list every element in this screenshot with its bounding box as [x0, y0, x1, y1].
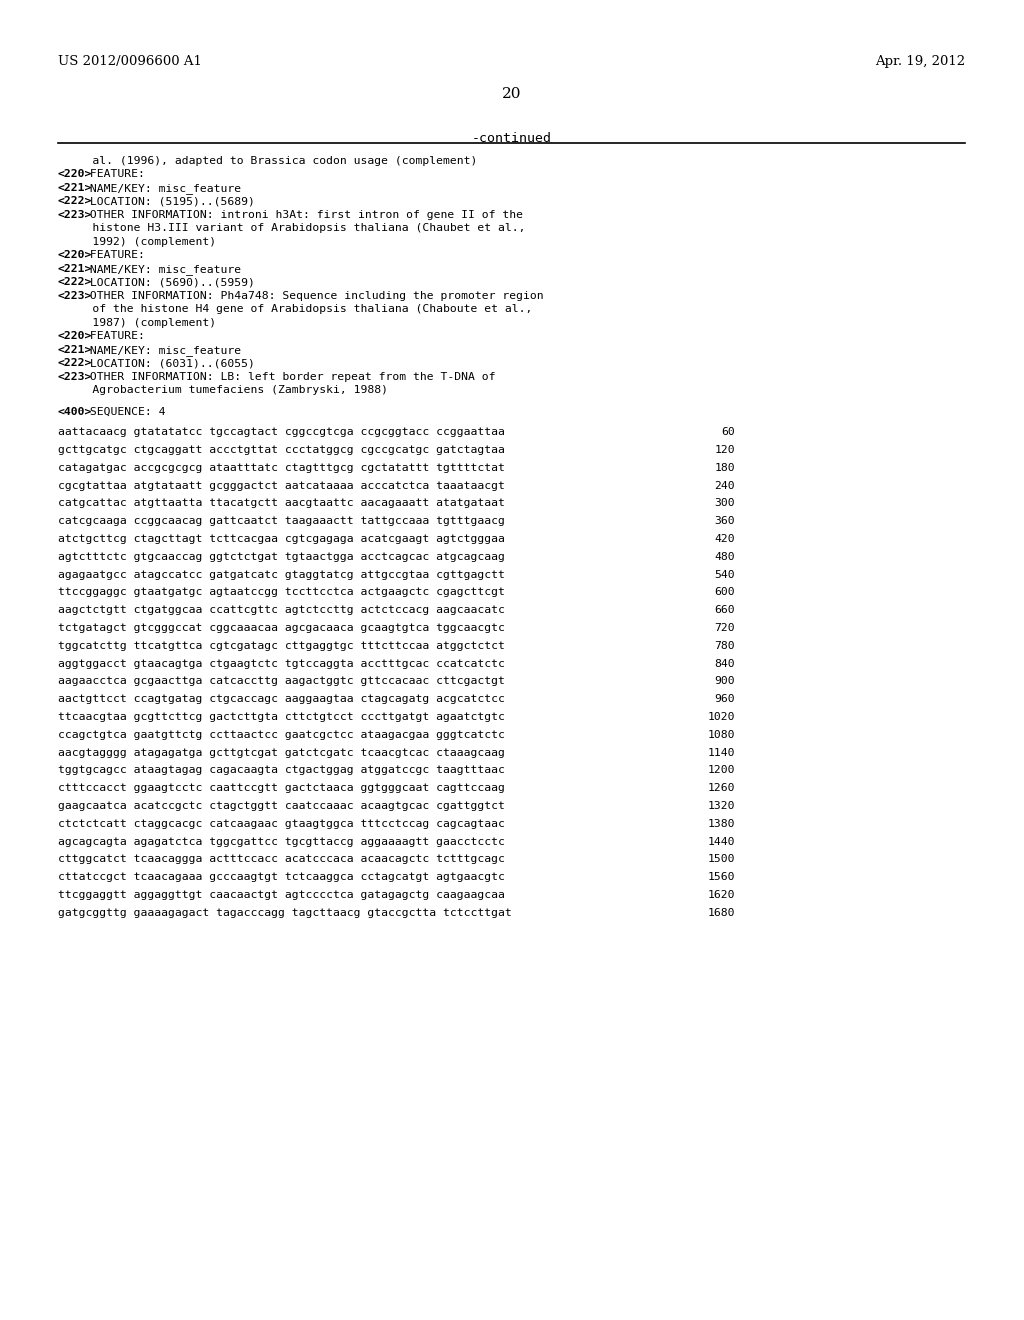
Text: al. (1996), adapted to Brassica codon usage (complement): al. (1996), adapted to Brassica codon us… [58, 156, 477, 166]
Text: Agrobacterium tumefaciens (Zambryski, 1988): Agrobacterium tumefaciens (Zambryski, 19… [58, 385, 388, 395]
Text: agtctttctc gtgcaaccag ggtctctgat tgtaactgga acctcagcac atgcagcaag: agtctttctc gtgcaaccag ggtctctgat tgtaact… [58, 552, 505, 562]
Text: FEATURE:: FEATURE: [83, 169, 144, 180]
Text: 660: 660 [715, 605, 735, 615]
Text: aagaacctca gcgaacttga catcaccttg aagactggtc gttccacaac cttcgactgt: aagaacctca gcgaacttga catcaccttg aagactg… [58, 676, 505, 686]
Text: Apr. 19, 2012: Apr. 19, 2012 [874, 55, 965, 69]
Text: 1620: 1620 [708, 890, 735, 900]
Text: 300: 300 [715, 499, 735, 508]
Text: <220>: <220> [58, 251, 92, 260]
Text: 1992) (complement): 1992) (complement) [58, 236, 216, 247]
Text: catgcattac atgttaatta ttacatgctt aacgtaattc aacagaaatt atatgataat: catgcattac atgttaatta ttacatgctt aacgtaa… [58, 499, 505, 508]
Text: <223>: <223> [58, 290, 92, 301]
Text: 120: 120 [715, 445, 735, 455]
Text: <221>: <221> [58, 182, 92, 193]
Text: aactgttcct ccagtgatag ctgcaccagc aaggaagtaa ctagcagatg acgcatctcc: aactgttcct ccagtgatag ctgcaccagc aaggaag… [58, 694, 505, 704]
Text: ccagctgtca gaatgttctg ccttaactcc gaatcgctcc ataagacgaa gggtcatctc: ccagctgtca gaatgttctg ccttaactcc gaatcgc… [58, 730, 505, 739]
Text: tctgatagct gtcgggccat cggcaaacaa agcgacaaca gcaagtgtca tggcaacgtc: tctgatagct gtcgggccat cggcaaacaa agcgaca… [58, 623, 505, 632]
Text: NAME/KEY: misc_feature: NAME/KEY: misc_feature [83, 345, 241, 355]
Text: <222>: <222> [58, 358, 92, 368]
Text: 420: 420 [715, 533, 735, 544]
Text: catcgcaaga ccggcaacag gattcaatct taagaaactt tattgccaaa tgtttgaacg: catcgcaaga ccggcaacag gattcaatct taagaaa… [58, 516, 505, 527]
Text: 780: 780 [715, 640, 735, 651]
Text: <400>: <400> [58, 407, 92, 417]
Text: 960: 960 [715, 694, 735, 704]
Text: 1020: 1020 [708, 711, 735, 722]
Text: histone H3.III variant of Arabidopsis thaliana (Chaubet et al.,: histone H3.III variant of Arabidopsis th… [58, 223, 525, 234]
Text: 540: 540 [715, 569, 735, 579]
Text: <222>: <222> [58, 277, 92, 288]
Text: 720: 720 [715, 623, 735, 632]
Text: agcagcagta agagatctca tggcgattcc tgcgttaccg aggaaaagtt gaacctcctc: agcagcagta agagatctca tggcgattcc tgcgtta… [58, 837, 505, 846]
Text: 840: 840 [715, 659, 735, 668]
Text: aattacaacg gtatatatcc tgccagtact cggccgtcga ccgcggtacc ccggaattaa: aattacaacg gtatatatcc tgccagtact cggccgt… [58, 428, 505, 437]
Text: 1260: 1260 [708, 783, 735, 793]
Text: 480: 480 [715, 552, 735, 562]
Text: <222>: <222> [58, 197, 92, 206]
Text: 20: 20 [502, 87, 522, 102]
Text: <221>: <221> [58, 345, 92, 355]
Text: 1440: 1440 [708, 837, 735, 846]
Text: 1380: 1380 [708, 818, 735, 829]
Text: aagctctgtt ctgatggcaa ccattcgttc agtctccttg actctccacg aagcaacatc: aagctctgtt ctgatggcaa ccattcgttc agtctcc… [58, 605, 505, 615]
Text: 600: 600 [715, 587, 735, 598]
Text: 1140: 1140 [708, 747, 735, 758]
Text: LOCATION: (5195)..(5689): LOCATION: (5195)..(5689) [83, 197, 255, 206]
Text: cttggcatct tcaacaggga actttccacc acatcccaca acaacagctc tctttgcagc: cttggcatct tcaacaggga actttccacc acatccc… [58, 854, 505, 865]
Text: <223>: <223> [58, 372, 92, 381]
Text: <220>: <220> [58, 169, 92, 180]
Text: gaagcaatca acatccgctc ctagctggtt caatccaaac acaagtgcac cgattggtct: gaagcaatca acatccgctc ctagctggtt caatcca… [58, 801, 505, 810]
Text: 1200: 1200 [708, 766, 735, 775]
Text: atctgcttcg ctagcttagt tcttcacgaa cgtcgagaga acatcgaagt agtctgggaa: atctgcttcg ctagcttagt tcttcacgaa cgtcgag… [58, 533, 505, 544]
Text: NAME/KEY: misc_feature: NAME/KEY: misc_feature [83, 264, 241, 275]
Text: agagaatgcc atagccatcc gatgatcatc gtaggtatcg attgccgtaa cgttgagctt: agagaatgcc atagccatcc gatgatcatc gtaggta… [58, 569, 505, 579]
Text: 1987) (complement): 1987) (complement) [58, 318, 216, 327]
Text: ttccggaggc gtaatgatgc agtaatccgg tccttcctca actgaagctc cgagcttcgt: ttccggaggc gtaatgatgc agtaatccgg tccttcc… [58, 587, 505, 598]
Text: LOCATION: (6031)..(6055): LOCATION: (6031)..(6055) [83, 358, 255, 368]
Text: OTHER INFORMATION: Ph4a748: Sequence including the promoter region: OTHER INFORMATION: Ph4a748: Sequence inc… [83, 290, 544, 301]
Text: 360: 360 [715, 516, 735, 527]
Text: <223>: <223> [58, 210, 92, 219]
Text: SEQUENCE: 4: SEQUENCE: 4 [83, 407, 165, 417]
Text: tggtgcagcc ataagtagag cagacaagta ctgactggag atggatccgc taagtttaac: tggtgcagcc ataagtagag cagacaagta ctgactg… [58, 766, 505, 775]
Text: ctctctcatt ctaggcacgc catcaagaac gtaagtggca tttcctccag cagcagtaac: ctctctcatt ctaggcacgc catcaagaac gtaagtg… [58, 818, 505, 829]
Text: <221>: <221> [58, 264, 92, 273]
Text: 1680: 1680 [708, 908, 735, 917]
Text: gatgcggttg gaaaagagact tagacccagg tagcttaacg gtaccgctta tctccttgat: gatgcggttg gaaaagagact tagacccagg tagctt… [58, 908, 512, 917]
Text: 240: 240 [715, 480, 735, 491]
Text: cgcgtattaa atgtataatt gcgggactct aatcataaaa acccatctca taaataacgt: cgcgtattaa atgtataatt gcgggactct aatcata… [58, 480, 505, 491]
Text: 1560: 1560 [708, 873, 735, 882]
Text: gcttgcatgc ctgcaggatt accctgttat ccctatggcg cgccgcatgc gatctagtaa: gcttgcatgc ctgcaggatt accctgttat ccctatg… [58, 445, 505, 455]
Text: 1080: 1080 [708, 730, 735, 739]
Text: of the histone H4 gene of Arabidopsis thaliana (Chaboute et al.,: of the histone H4 gene of Arabidopsis th… [58, 305, 532, 314]
Text: LOCATION: (5690)..(5959): LOCATION: (5690)..(5959) [83, 277, 255, 288]
Text: aggtggacct gtaacagtga ctgaagtctc tgtccaggta acctttgcac ccatcatctc: aggtggacct gtaacagtga ctgaagtctc tgtccag… [58, 659, 505, 668]
Text: 900: 900 [715, 676, 735, 686]
Text: OTHER INFORMATION: LB: left border repeat from the T-DNA of: OTHER INFORMATION: LB: left border repea… [83, 372, 496, 381]
Text: US 2012/0096600 A1: US 2012/0096600 A1 [58, 55, 202, 69]
Text: 1500: 1500 [708, 854, 735, 865]
Text: OTHER INFORMATION: introni h3At: first intron of gene II of the: OTHER INFORMATION: introni h3At: first i… [83, 210, 522, 219]
Text: FEATURE:: FEATURE: [83, 251, 144, 260]
Text: aacgtagggg atagagatga gcttgtcgat gatctcgatc tcaacgtcac ctaaagcaag: aacgtagggg atagagatga gcttgtcgat gatctcg… [58, 747, 505, 758]
Text: ttcggaggtt aggaggttgt caacaactgt agtcccctca gatagagctg caagaagcaa: ttcggaggtt aggaggttgt caacaactgt agtcccc… [58, 890, 505, 900]
Text: NAME/KEY: misc_feature: NAME/KEY: misc_feature [83, 182, 241, 194]
Text: ttcaacgtaa gcgttcttcg gactcttgta cttctgtcct cccttgatgt agaatctgtc: ttcaacgtaa gcgttcttcg gactcttgta cttctgt… [58, 711, 505, 722]
Text: cttatccgct tcaacagaaa gcccaagtgt tctcaaggca cctagcatgt agtgaacgtc: cttatccgct tcaacagaaa gcccaagtgt tctcaag… [58, 873, 505, 882]
Text: 1320: 1320 [708, 801, 735, 810]
Text: 180: 180 [715, 463, 735, 473]
Text: 60: 60 [721, 428, 735, 437]
Text: ctttccacct ggaagtcctc caattccgtt gactctaaca ggtgggcaat cagttccaag: ctttccacct ggaagtcctc caattccgtt gactcta… [58, 783, 505, 793]
Text: catagatgac accgcgcgcg ataatttatc ctagtttgcg cgctatattt tgttttctat: catagatgac accgcgcgcg ataatttatc ctagttt… [58, 463, 505, 473]
Text: -continued: -continued [472, 132, 552, 145]
Text: FEATURE:: FEATURE: [83, 331, 144, 342]
Text: tggcatcttg ttcatgttca cgtcgatagc cttgaggtgc tttcttccaa atggctctct: tggcatcttg ttcatgttca cgtcgatagc cttgagg… [58, 640, 505, 651]
Text: <220>: <220> [58, 331, 92, 342]
